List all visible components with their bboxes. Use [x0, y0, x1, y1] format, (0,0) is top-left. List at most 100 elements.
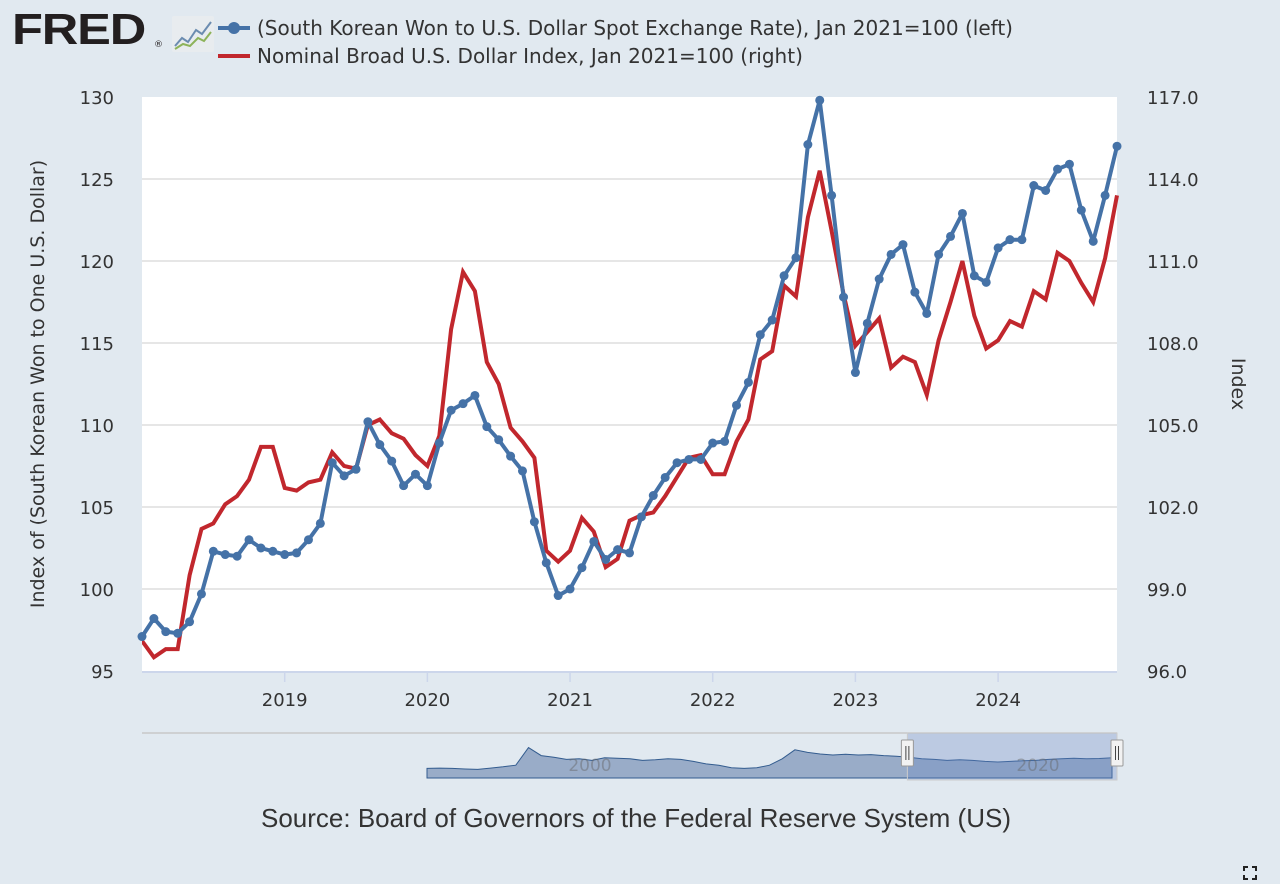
data-point-krw-usd: [1088, 236, 1098, 246]
legend-label: Nominal Broad U.S. Dollar Index, Jan 202…: [257, 44, 803, 68]
data-point-krw-usd: [886, 249, 896, 259]
data-point-krw-usd: [185, 617, 195, 627]
data-point-krw-usd: [625, 548, 634, 558]
left-axis-tick-label: 100: [80, 580, 114, 601]
data-point-krw-usd: [470, 390, 480, 400]
right-axis-tick-label: 108.0: [1147, 334, 1199, 355]
data-point-krw-usd: [660, 472, 670, 482]
data-point-krw-usd: [517, 466, 527, 476]
legend-marker-line-dot-icon: [218, 20, 250, 36]
data-point-krw-usd: [755, 330, 765, 340]
x-axis-tick-label: 2023: [833, 690, 879, 711]
data-point-krw-usd: [993, 243, 1003, 253]
x-axis-tick-label: 2021: [547, 690, 593, 711]
data-point-krw-usd: [434, 438, 444, 448]
data-point-krw-usd: [458, 399, 468, 409]
data-point-krw-usd: [589, 536, 599, 546]
left-axis-tick-label: 125: [80, 170, 114, 191]
source-note: Source: Board of Governors of the Federa…: [261, 803, 1011, 833]
fred-chart-logo-icon: [172, 16, 214, 52]
data-point-krw-usd: [161, 627, 171, 637]
data-point-krw-usd: [613, 545, 623, 555]
data-point-krw-usd: [957, 208, 967, 218]
data-point-krw-usd: [672, 458, 682, 468]
navigator-handle-left[interactable]: [900, 739, 914, 767]
right-axis-tick-label: 114.0: [1147, 170, 1199, 191]
right-axis-tick-label: 117.0: [1147, 88, 1199, 109]
chart-legend: (South Korean Won to U.S. Dollar Spot Ex…: [218, 14, 1013, 70]
data-point-krw-usd: [315, 518, 325, 528]
right-axis-tick-label: 105.0: [1147, 416, 1199, 437]
data-point-krw-usd: [541, 558, 551, 568]
data-point-krw-usd: [696, 454, 706, 464]
data-point-krw-usd: [827, 190, 837, 200]
data-point-krw-usd: [1041, 185, 1051, 195]
data-point-krw-usd: [839, 292, 849, 302]
data-point-krw-usd: [375, 440, 385, 450]
brand-name: FRED: [12, 5, 146, 54]
data-point-krw-usd: [196, 589, 206, 599]
series-line-dollar-index: [142, 170, 1119, 661]
data-point-krw-usd: [280, 550, 290, 560]
data-point-krw-usd: [898, 240, 908, 250]
right-axis-tick-label: 96.0: [1147, 662, 1187, 683]
data-point-krw-usd: [874, 274, 884, 284]
left-axis-tick-label: 120: [80, 252, 114, 273]
data-point-krw-usd: [446, 405, 456, 415]
data-point-krw-usd: [422, 481, 432, 491]
data-point-krw-usd: [399, 481, 409, 491]
data-point-krw-usd: [601, 554, 611, 564]
data-point-krw-usd: [363, 417, 373, 427]
data-point-krw-usd: [494, 435, 504, 445]
legend-item-krw-usd[interactable]: (South Korean Won to U.S. Dollar Spot Ex…: [218, 14, 1013, 42]
navigator-selected-range: [906, 732, 1118, 781]
data-point-krw-usd: [850, 368, 860, 378]
data-point-krw-usd: [506, 451, 516, 461]
right-axis-tick-label: 102.0: [1147, 498, 1199, 519]
data-point-krw-usd: [268, 546, 278, 556]
data-point-krw-usd: [1064, 159, 1074, 169]
data-point-krw-usd: [327, 458, 337, 468]
data-point-krw-usd: [1017, 235, 1027, 245]
fullscreen-icon[interactable]: [1243, 865, 1257, 880]
right-axis-tick-label: 111.0: [1147, 252, 1199, 273]
data-point-krw-usd: [565, 584, 575, 594]
data-point-krw-usd: [208, 546, 218, 556]
data-point-krw-usd: [173, 628, 183, 638]
data-point-krw-usd: [1100, 190, 1110, 200]
data-point-krw-usd: [410, 469, 420, 479]
legend-item-dollar-index[interactable]: Nominal Broad U.S. Dollar Index, Jan 202…: [218, 42, 1013, 70]
left-axis-tick-label: 130: [80, 88, 114, 109]
x-axis-tick-label: 2024: [975, 690, 1021, 711]
data-point-krw-usd: [732, 400, 742, 410]
legend-marker-line-icon: [218, 48, 250, 64]
navigator-tick-label: 2000: [568, 756, 611, 776]
data-point-krw-usd: [220, 550, 230, 560]
data-point-krw-usd: [1029, 181, 1039, 191]
data-point-krw-usd: [720, 436, 730, 446]
data-point-krw-usd: [244, 535, 254, 545]
data-point-krw-usd: [910, 287, 920, 297]
data-point-krw-usd: [577, 563, 587, 573]
x-axis-tick-label: 2020: [404, 690, 450, 711]
data-point-krw-usd: [1053, 164, 1063, 174]
legend-label: (South Korean Won to U.S. Dollar Spot Ex…: [257, 16, 1013, 40]
navigator-handle-right[interactable]: [1110, 739, 1124, 767]
left-axis-tick-label: 110: [80, 416, 114, 437]
data-point-krw-usd: [256, 543, 266, 553]
data-point-krw-usd: [934, 249, 944, 259]
data-point-krw-usd: [815, 95, 825, 105]
fred-logo[interactable]: FRED ®: [12, 8, 214, 52]
x-axis-tick-label: 2022: [690, 690, 736, 711]
data-point-krw-usd: [708, 438, 718, 448]
data-point-krw-usd: [743, 377, 753, 387]
data-point-krw-usd: [767, 315, 777, 325]
data-point-krw-usd: [529, 517, 539, 527]
data-point-krw-usd: [553, 591, 563, 601]
data-point-krw-usd: [779, 271, 789, 281]
data-point-krw-usd: [862, 318, 872, 328]
right-axis-title: Index: [1227, 358, 1249, 410]
navigator-series-area: [426, 746, 1113, 779]
data-point-krw-usd: [803, 140, 813, 150]
